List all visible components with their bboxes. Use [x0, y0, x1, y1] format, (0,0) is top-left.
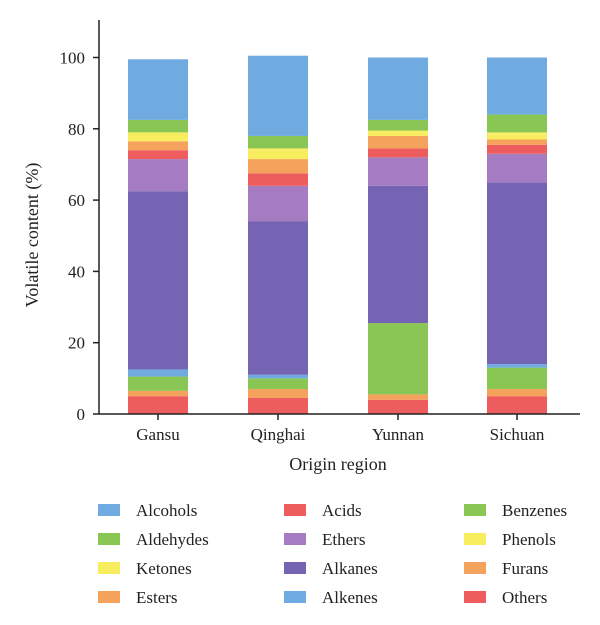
legend-item-others: Others	[464, 588, 547, 607]
bar-segment-qinghai-esters	[248, 159, 308, 174]
legend-item-furans: Furans	[464, 559, 548, 578]
legend-swatch	[98, 562, 120, 574]
legend-item-ketones: Ketones	[98, 559, 192, 578]
legend-swatch	[98, 504, 120, 516]
x-axis-title: Origin region	[289, 454, 386, 474]
legend-label: Furans	[502, 559, 548, 578]
legend-swatch	[464, 504, 486, 516]
legend-swatch	[284, 504, 306, 516]
bar-segment-yunnan-phenols	[368, 130, 428, 133]
legend-label: Acids	[322, 501, 362, 520]
legend-item-alcohols: Alcohols	[98, 501, 197, 520]
bar-segment-gansu-alcohols	[128, 59, 188, 120]
legend-item-aldehydes: Aldehydes	[98, 530, 209, 549]
bar-segment-sichuan-alkanes	[487, 182, 547, 365]
bar-segment-gansu-others	[128, 396, 188, 414]
y-tick-label: 0	[77, 405, 86, 424]
x-tick-labels: Gansu Qinghai Yunnan Sichuan	[99, 413, 580, 444]
legend-label: Alkenes	[322, 588, 378, 607]
legend-label: Phenols	[502, 530, 556, 549]
bar-segment-yunnan-others	[368, 399, 428, 414]
bar-segment-qinghai-ketones	[248, 150, 308, 160]
bar-segment-gansu-esters	[128, 141, 188, 151]
legend-label: Aldehydes	[136, 530, 209, 549]
legend-label: Esters	[136, 588, 178, 607]
x-tick-label: Qinghai	[251, 425, 306, 444]
bar-segment-qinghai-aldehydes	[248, 135, 308, 149]
bar-segment-sichuan-acids	[487, 144, 547, 154]
legend-swatch	[284, 533, 306, 545]
y-axis-title: Volatile content (%)	[22, 163, 43, 308]
bar-segment-sichuan-benzenes	[487, 367, 547, 390]
y-tick-label: 100	[60, 49, 86, 68]
legend-swatch	[284, 562, 306, 574]
y-tick-label: 60	[68, 191, 85, 210]
legend-item-alkenes: Alkenes	[284, 588, 378, 607]
x-tick-label: Gansu	[136, 425, 180, 444]
bar-segment-gansu-furans	[128, 390, 188, 397]
legend-label: Ketones	[136, 559, 192, 578]
x-tick-label: Yunnan	[372, 425, 424, 444]
bar-segment-sichuan-ketones	[487, 134, 547, 140]
bar-segment-yunnan-aldehydes	[368, 119, 428, 131]
bar-segment-sichuan-phenols	[487, 132, 547, 135]
legend-swatch	[98, 533, 120, 545]
legend-item-ethers: Ethers	[284, 530, 365, 549]
bar-segment-qinghai-acids	[248, 173, 308, 186]
x-tick-label: Sichuan	[490, 425, 545, 444]
legend-swatch	[464, 533, 486, 545]
bar-segment-gansu-ketones	[128, 132, 188, 142]
bar-segment-sichuan-others	[487, 396, 547, 414]
legend-swatch	[464, 562, 486, 574]
y-tick-label: 20	[68, 334, 85, 353]
bar-segment-sichuan-alkenes	[487, 364, 547, 368]
legend: Alcohols Acids Benzenes Aldehydes Ethers Phen…	[98, 501, 567, 607]
y-tick-label: 80	[68, 120, 85, 139]
bar-segment-qinghai-alcohols	[248, 55, 308, 136]
legend-label: Alkanes	[322, 559, 378, 578]
bar-segment-gansu-aldehydes	[128, 119, 188, 133]
bar-segment-sichuan-alcohols	[487, 57, 547, 115]
bar-segment-sichuan-furans	[487, 389, 547, 397]
legend-item-alkanes: Alkanes	[284, 559, 378, 578]
bar-segment-yunnan-ketones	[368, 132, 428, 136]
bar-segment-qinghai-benzenes	[248, 378, 308, 390]
legend-item-phenols: Phenols	[464, 530, 556, 549]
legend-label: Benzenes	[502, 501, 567, 520]
bar-segment-qinghai-alkenes	[248, 374, 308, 379]
legend-swatch	[464, 591, 486, 603]
legend-swatch	[98, 591, 120, 603]
bar-segment-sichuan-ethers	[487, 153, 547, 183]
bar-segment-yunnan-ethers	[368, 157, 428, 186]
bar-segment-yunnan-benzenes	[368, 323, 428, 395]
legend-item-esters: Esters	[98, 588, 178, 607]
bar-segment-gansu-ethers	[128, 159, 188, 192]
bar-segment-gansu-alkanes	[128, 191, 188, 370]
bar-segment-yunnan-acids	[368, 148, 428, 158]
legend-item-acids: Acids	[284, 501, 362, 520]
bar-segment-yunnan-esters	[368, 135, 428, 149]
bar-segment-qinghai-ethers	[248, 185, 308, 222]
legend-swatch	[284, 591, 306, 603]
legend-label: Alcohols	[136, 501, 197, 520]
y-axis: 0 20 40 60 80 100	[60, 20, 100, 424]
bar-segment-yunnan-alkanes	[368, 185, 428, 324]
bar-segment-qinghai-phenols	[248, 148, 308, 151]
bar-segment-qinghai-others	[248, 397, 308, 414]
legend-label: Others	[502, 588, 547, 607]
bar-segment-yunnan-furans	[368, 394, 428, 400]
bar-segment-qinghai-furans	[248, 389, 308, 398]
bar-segment-sichuan-esters	[487, 139, 547, 145]
bar-segment-gansu-alkenes	[128, 369, 188, 377]
y-tick-label: 40	[68, 262, 85, 281]
bar-segment-qinghai-alkanes	[248, 221, 308, 375]
bar-segment-yunnan-alcohols	[368, 57, 428, 120]
legend-item-benzenes: Benzenes	[464, 501, 567, 520]
plot-area	[128, 55, 547, 414]
bar-segment-gansu-acids	[128, 150, 188, 160]
bar-segment-gansu-benzenes	[128, 376, 188, 391]
bar-segment-sichuan-aldehydes	[487, 114, 547, 133]
legend-label: Ethers	[322, 530, 365, 549]
